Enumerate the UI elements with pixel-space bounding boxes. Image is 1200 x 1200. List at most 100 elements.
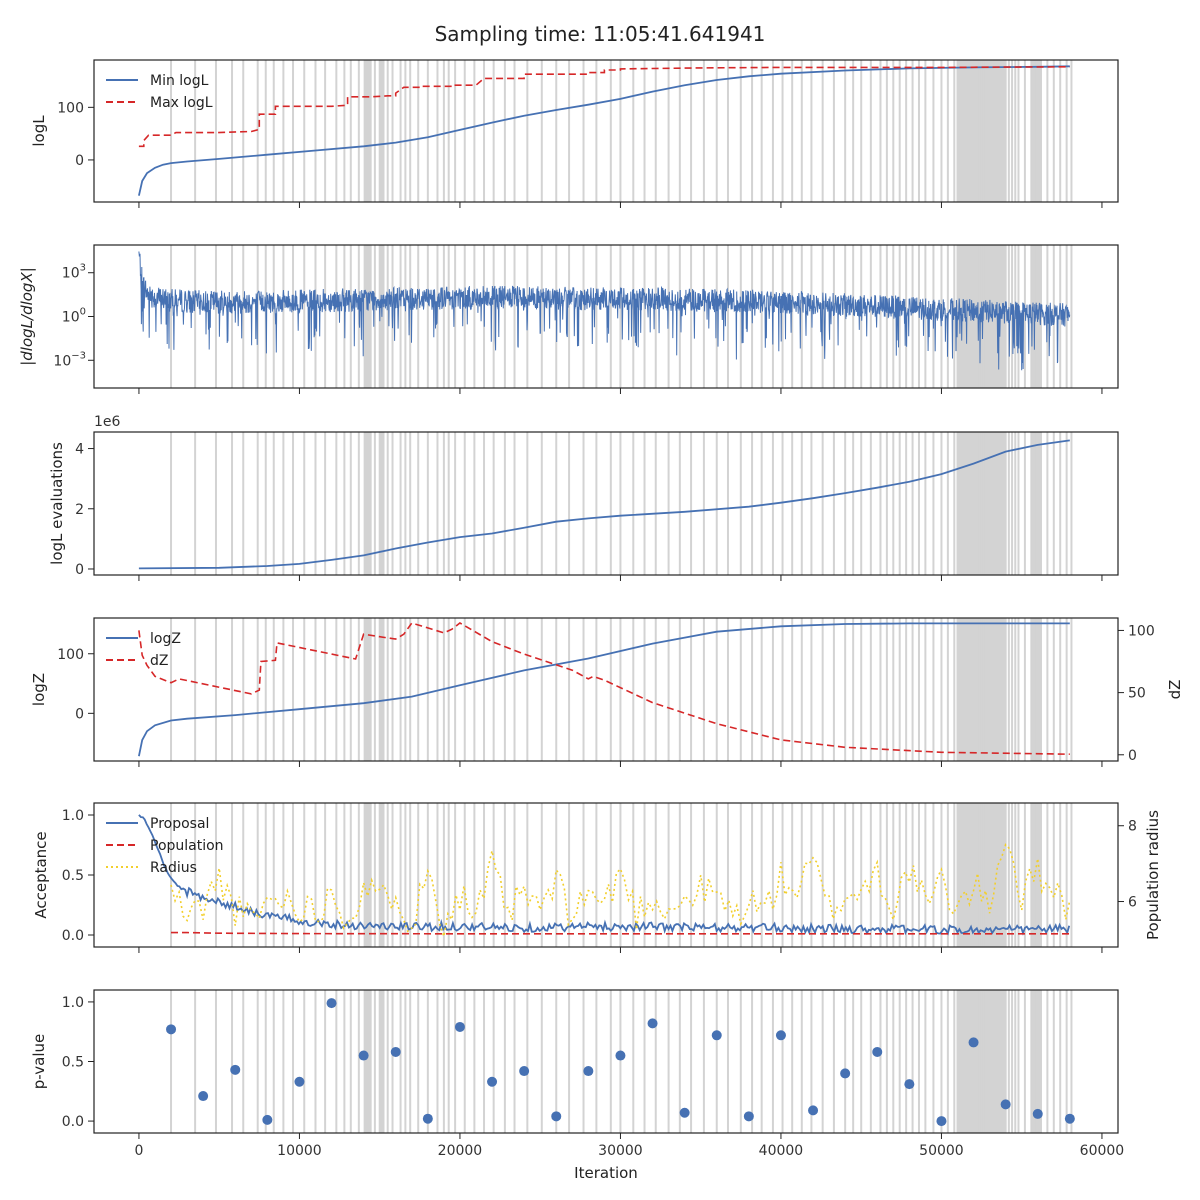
panel-dlogl: 103 100 10−3 |dlogL/dlogX|: [18, 244, 1119, 394]
y-axis-label: Acceptance: [32, 831, 50, 918]
x-tick-label: 40000: [759, 1143, 804, 1159]
x-tick-label: 10000: [277, 1143, 322, 1159]
highlight-band: [957, 990, 1006, 1133]
data-point: [422, 1113, 433, 1124]
plot-area-evals: [138, 432, 1073, 575]
data-point: [1000, 1099, 1011, 1110]
axes-frame-logz: [93, 617, 1119, 762]
highlight-band: [957, 432, 1006, 575]
y-tick-label: 2: [75, 502, 84, 518]
data-point: [166, 1024, 177, 1035]
x-tick-label: 20000: [438, 1143, 483, 1159]
data-point: [551, 1111, 562, 1122]
data-point: [262, 1114, 273, 1125]
data-point: [743, 1111, 754, 1122]
series-line-dz: [138, 622, 1070, 755]
series-line-logz: [138, 622, 1070, 757]
highlight-band: [363, 618, 372, 761]
legend-logz: logZ dZ: [106, 631, 181, 669]
y-tick-label: 10−3: [53, 350, 86, 369]
x-tick-label: 50000: [919, 1143, 964, 1159]
data-point: [1064, 1113, 1075, 1124]
highlight-band: [363, 432, 372, 575]
data-point: [936, 1116, 947, 1127]
y-tick-label: 100: [62, 307, 86, 326]
y-tick-label: 0.5: [62, 868, 84, 884]
data-point: [840, 1068, 851, 1079]
legend-label: Max logL: [150, 95, 213, 111]
data-point: [679, 1107, 690, 1118]
y-tick-label: 4: [75, 442, 84, 458]
y-tick-label: 100: [57, 647, 84, 663]
plot-area-logz: [138, 618, 1073, 761]
panel-logl: 0 100 logL Min logL Max logL: [30, 59, 1119, 208]
y2-axis-label: dZ: [1166, 680, 1184, 700]
figure-title: Sampling time: 11:05:41.641941: [435, 22, 766, 46]
panel-pvalue: 0 10000 20000 30000 40000 50000 60000 Iteration…: [30, 989, 1125, 1182]
y2-tick-label: 6: [1128, 895, 1137, 911]
data-point: [454, 1021, 465, 1032]
plot-area-logl: [138, 60, 1073, 202]
y-tick-label: 100: [57, 100, 84, 116]
y-axis-label: |dlogL/dlogX|: [18, 267, 36, 366]
highlight-band: [957, 803, 1006, 947]
data-point: [583, 1066, 594, 1077]
y-tick-label: 1.0: [62, 808, 84, 824]
offset-label: 1e6: [94, 414, 121, 430]
panels: 0 100 logL Min logL Max logL 103 100 10−3 |dlogL…: [18, 59, 1184, 1182]
data-point: [294, 1076, 305, 1087]
highlight-band: [363, 245, 372, 388]
y-tick-label: 0: [75, 562, 84, 578]
panel-evals: 0 2 4 logL evaluations 1e6: [48, 414, 1119, 581]
legend-label: Proposal: [150, 816, 209, 832]
y-axis-label: logL: [30, 115, 48, 147]
y-tick-label: 0.5: [62, 1055, 84, 1071]
data-point: [615, 1050, 626, 1061]
y2-tick-label: 0: [1128, 748, 1137, 764]
y-axis-label: logZ: [30, 673, 48, 706]
legend-label: dZ: [150, 653, 168, 669]
highlight-band: [363, 803, 372, 947]
data-point: [647, 1018, 658, 1029]
legend-label: logZ: [150, 631, 181, 647]
data-point: [775, 1030, 786, 1041]
y-tick-label: 0.0: [62, 928, 84, 944]
y-axis-label: p-value: [30, 1034, 48, 1090]
x-tick-label: 60000: [1080, 1143, 1125, 1159]
data-point: [1032, 1108, 1043, 1119]
y2-tick-label: 50: [1128, 686, 1146, 702]
plot-area-dlogl: [138, 245, 1073, 388]
data-point: [230, 1064, 241, 1075]
panel-logz: 0 100 0 50 100 logZ dZ logZ dZ: [30, 617, 1184, 767]
legend-acceptance: Proposal Population Radius: [106, 816, 224, 876]
y-tick-label: 0.0: [62, 1114, 84, 1130]
series-line-logl-evaluations: [138, 439, 1070, 570]
y-tick-label: 0: [75, 153, 84, 169]
legend-label: Population: [150, 838, 224, 854]
y2-tick-label: 100: [1128, 623, 1155, 639]
series-line-proposal: [138, 814, 1071, 936]
plot-area-acceptance: [138, 803, 1073, 947]
series-line-min-logl: [138, 65, 1070, 196]
legend-label: Min logL: [150, 73, 209, 89]
x-axis-label: Iteration: [574, 1164, 638, 1182]
y-tick-label: 1.0: [62, 995, 84, 1011]
y2-axis-label: Population radius: [1144, 810, 1162, 940]
y2-tick-label: 8: [1128, 819, 1137, 835]
highlight-band: [363, 990, 372, 1133]
axes-frame-logl: [93, 59, 1119, 203]
data-point: [872, 1046, 883, 1057]
data-point: [711, 1030, 722, 1041]
series-line-radius: [170, 843, 1071, 940]
panel-acceptance: 0.0 0.5 1.0 6 8 Acceptance Population radius Pr…: [32, 802, 1162, 953]
data-point: [390, 1046, 401, 1057]
data-point: [519, 1066, 530, 1077]
data-point: [198, 1091, 209, 1102]
series-line-max-logl: [138, 66, 1070, 148]
data-point: [808, 1105, 819, 1116]
legend-label: Radius: [150, 860, 197, 876]
data-point: [904, 1079, 915, 1090]
plot-area-pvalue: [166, 990, 1075, 1133]
highlight-band: [957, 618, 1006, 761]
